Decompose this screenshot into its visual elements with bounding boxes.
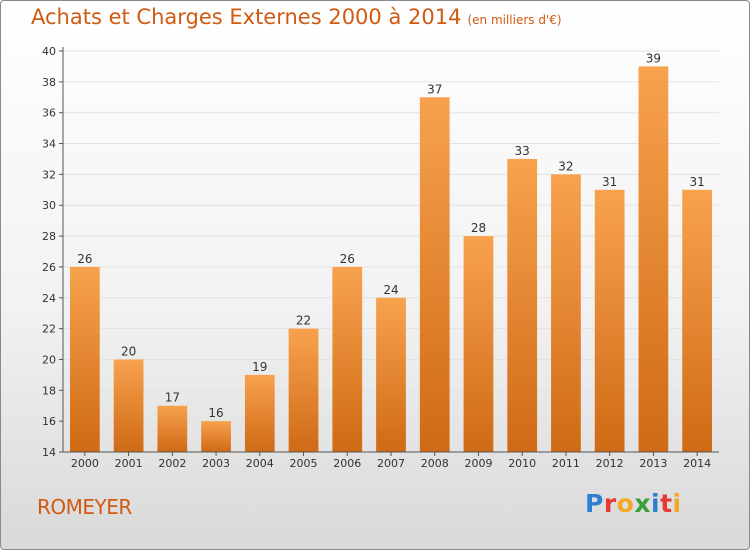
- bar: [463, 236, 494, 452]
- logo-letter: o: [616, 489, 635, 518]
- data-label: 31: [689, 175, 704, 189]
- bar: [244, 374, 275, 452]
- bar: [551, 174, 581, 452]
- data-label: 33: [515, 144, 530, 158]
- proxiti-logo[interactable]: Proxiti: [585, 489, 682, 518]
- y-tick-label: 14: [42, 446, 56, 459]
- data-label: 16: [208, 406, 223, 420]
- x-tick-label: 2012: [596, 457, 624, 470]
- data-label: 26: [340, 252, 355, 266]
- x-tick-label: 2007: [377, 457, 405, 470]
- x-tick-label: 2000: [71, 457, 99, 470]
- x-tick-label: 2002: [158, 457, 186, 470]
- bar: [507, 158, 538, 452]
- data-label: 32: [558, 159, 573, 173]
- logo-letter: i: [651, 489, 661, 518]
- x-tick-label: 2014: [683, 457, 711, 470]
- bar: [332, 266, 363, 452]
- y-tick-label: 16: [42, 415, 56, 428]
- x-tick-label: 2006: [333, 457, 361, 470]
- logo-letter: x: [634, 489, 651, 518]
- y-tick-label: 32: [42, 168, 56, 181]
- data-label: 20: [121, 344, 136, 358]
- bar: [288, 328, 319, 452]
- x-tick-label: 2001: [115, 457, 143, 470]
- logo-letter: t: [660, 489, 673, 518]
- y-tick-label: 28: [42, 230, 56, 243]
- data-label: 26: [77, 252, 92, 266]
- bar: [594, 189, 625, 453]
- bar: [157, 405, 188, 452]
- x-tick-label: 2008: [421, 457, 449, 470]
- bar: [419, 97, 450, 453]
- x-tick-label: 2013: [639, 457, 667, 470]
- commune-name: ROMEYER: [37, 495, 132, 519]
- y-tick-label: 36: [42, 107, 56, 120]
- bars: 26 20 17 16 19 22 26 24 37 28 33 32 31 39 31: [69, 51, 713, 453]
- y-tick-label: 38: [42, 76, 56, 89]
- bar: [201, 421, 231, 452]
- y-tick-label: 40: [42, 45, 56, 58]
- x-tick-label: 2009: [464, 457, 492, 470]
- x-tick-label: 2003: [202, 457, 230, 470]
- x-tick-label: 2011: [552, 457, 580, 470]
- data-label: 22: [296, 314, 311, 328]
- y-tick-label: 26: [42, 261, 56, 274]
- y-tick-label: 34: [42, 138, 56, 151]
- y-tick-label: 24: [42, 292, 56, 305]
- y-tick-label: 30: [42, 199, 56, 212]
- title-text: Achats et Charges Externes 2000 à 2014: [31, 5, 462, 29]
- logo-letter: i: [672, 489, 682, 518]
- bar: [69, 266, 100, 452]
- data-label: 31: [602, 175, 617, 189]
- data-label: 37: [427, 82, 442, 96]
- logo-letter: r: [603, 489, 617, 518]
- bar: [376, 297, 406, 452]
- x-tick-label: 2004: [246, 457, 274, 470]
- axes: 14 16 18 20 22 24 26 28 30 32 34 36 38 40 2000 2001 2002…: [42, 45, 719, 470]
- data-label: 39: [646, 51, 661, 65]
- y-tick-label: 22: [42, 323, 56, 336]
- chart-title: Achats et Charges Externes 2000 à 2014 (e…: [31, 5, 562, 29]
- data-label: 19: [252, 360, 267, 374]
- logo-letter: P: [585, 489, 604, 518]
- title-unit: (en milliers d'€): [467, 13, 562, 27]
- bar: [113, 359, 144, 452]
- y-tick-label: 18: [42, 384, 56, 397]
- bar: [682, 189, 713, 453]
- bar: [638, 66, 669, 452]
- x-tick-label: 2005: [290, 457, 318, 470]
- data-label: 17: [165, 391, 180, 405]
- data-label: 28: [471, 221, 486, 235]
- y-tick-label: 20: [42, 353, 56, 366]
- data-label: 24: [383, 283, 398, 297]
- x-tick-label: 2010: [508, 457, 536, 470]
